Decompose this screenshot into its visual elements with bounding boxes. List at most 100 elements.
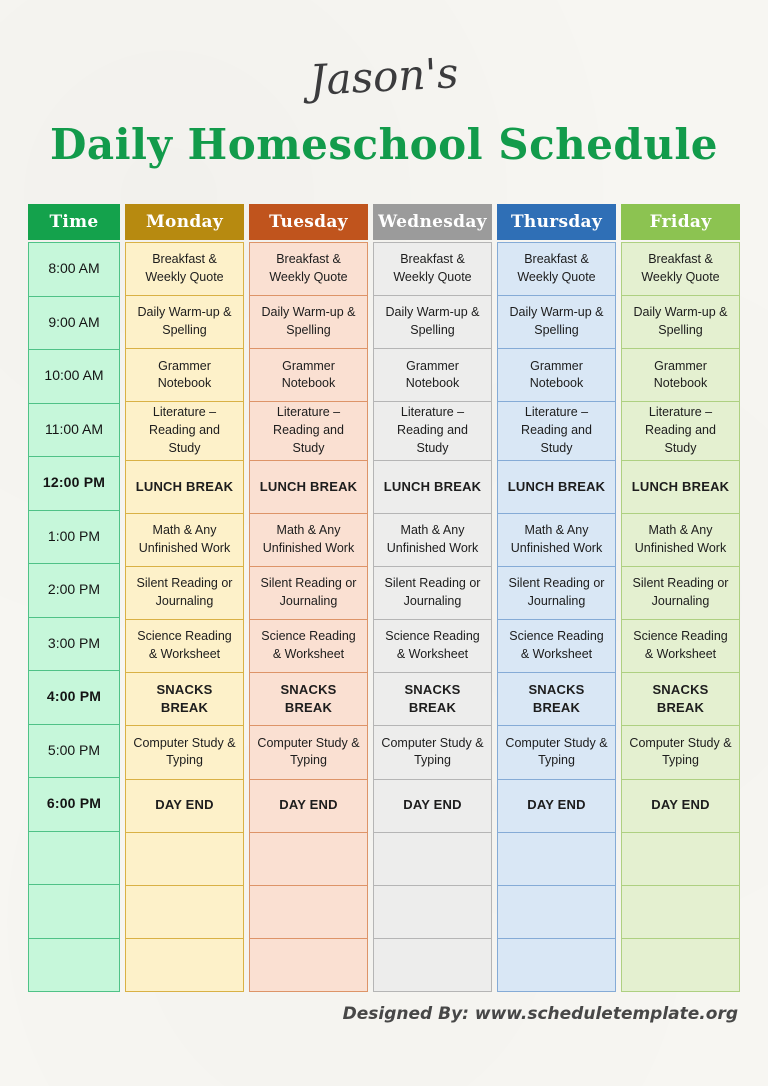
activity-cell-thursday: Science Reading & Worksheet bbox=[498, 620, 615, 674]
activity-cell-thursday bbox=[498, 885, 615, 939]
time-cell: 4:00 PM bbox=[29, 671, 119, 725]
activity-cell-friday: DAY END bbox=[622, 779, 739, 833]
activity-cell-wednesday: Silent Reading or Journaling bbox=[374, 566, 491, 621]
column-body-monday: Breakfast & Weekly Quote Daily Warm-up & … bbox=[125, 242, 244, 992]
column-monday: Monday Breakfast & Weekly Quote Daily Warm… bbox=[125, 204, 244, 992]
activity-cell-wednesday: DAY END bbox=[374, 779, 491, 833]
activity-cell-monday: Literature – Reading and Study bbox=[126, 402, 243, 461]
activity-cell-thursday: Silent Reading or Journaling bbox=[498, 566, 615, 621]
activity-cell-thursday bbox=[498, 938, 615, 992]
activity-cell-wednesday: Math & Any Unfinished Work bbox=[374, 513, 491, 567]
page-title: Daily Homeschool Schedule bbox=[49, 120, 719, 169]
activity-cell-tuesday: Science Reading & Worksheet bbox=[250, 620, 367, 674]
column-body-friday: Breakfast & Weekly Quote Daily Warm-up & … bbox=[621, 242, 740, 992]
column-header-thursday: Thursday bbox=[497, 204, 616, 240]
activity-cell-friday: LUNCH BREAK bbox=[622, 460, 739, 514]
time-cell: 5:00 PM bbox=[29, 724, 119, 778]
column-tuesday: Tuesday Breakfast & Weekly Quote Daily War… bbox=[249, 204, 368, 992]
column-wednesday: Wednesday Breakfast & Weekly Quote Daily W… bbox=[373, 204, 492, 992]
activity-cell-wednesday: Grammer Notebook bbox=[374, 349, 491, 403]
activity-cell-wednesday: Breakfast & Weekly Quote bbox=[374, 243, 491, 297]
activity-cell-monday: LUNCH BREAK bbox=[126, 460, 243, 514]
activity-cell-tuesday: SNACKS BREAK bbox=[250, 673, 367, 727]
activity-cell-friday bbox=[622, 885, 739, 939]
activity-cell-wednesday bbox=[374, 938, 491, 992]
time-cell bbox=[29, 885, 119, 939]
activity-cell-thursday: Computer Study & Typing bbox=[498, 726, 615, 780]
activity-cell-friday: Science Reading & Worksheet bbox=[622, 620, 739, 674]
activity-cell-monday bbox=[126, 938, 243, 992]
owner-name: Jason's bbox=[308, 48, 460, 105]
time-cell: 12:00 PM bbox=[29, 457, 119, 511]
activity-cell-friday: Breakfast & Weekly Quote bbox=[622, 243, 739, 297]
activity-cell-thursday: Literature – Reading and Study bbox=[498, 402, 615, 461]
time-cell: 1:00 PM bbox=[29, 510, 119, 564]
activity-cell-monday: Breakfast & Weekly Quote bbox=[126, 243, 243, 297]
time-cell: 8:00 AM bbox=[29, 243, 119, 297]
activity-cell-monday bbox=[126, 832, 243, 886]
column-thursday: Thursday Breakfast & Weekly Quote Daily Wa… bbox=[497, 204, 616, 992]
activity-cell-friday bbox=[622, 938, 739, 992]
activity-cell-tuesday: Silent Reading or Journaling bbox=[250, 566, 367, 621]
activity-cell-monday: Silent Reading or Journaling bbox=[126, 566, 243, 621]
activity-cell-wednesday: Computer Study & Typing bbox=[374, 726, 491, 780]
activity-cell-wednesday: Daily Warm-up & Spelling bbox=[374, 296, 491, 350]
activity-cell-thursday: Daily Warm-up & Spelling bbox=[498, 296, 615, 350]
activity-cell-thursday: Math & Any Unfinished Work bbox=[498, 513, 615, 567]
activity-cell-thursday bbox=[498, 832, 615, 886]
time-cell: 2:00 PM bbox=[29, 564, 119, 618]
time-cell: 11:00 AM bbox=[29, 403, 119, 457]
activity-cell-monday: DAY END bbox=[126, 779, 243, 833]
activity-cell-thursday: LUNCH BREAK bbox=[498, 460, 615, 514]
activity-cell-tuesday: DAY END bbox=[250, 779, 367, 833]
column-header-wednesday: Wednesday bbox=[373, 204, 492, 240]
activity-cell-tuesday bbox=[250, 938, 367, 992]
activity-cell-thursday: Grammer Notebook bbox=[498, 349, 615, 403]
activity-cell-tuesday: Computer Study & Typing bbox=[250, 726, 367, 780]
activity-cell-monday bbox=[126, 885, 243, 939]
activity-cell-monday: Math & Any Unfinished Work bbox=[126, 513, 243, 567]
activity-cell-thursday: DAY END bbox=[498, 779, 615, 833]
activity-cell-tuesday bbox=[250, 885, 367, 939]
footer-credit: Designed By: www.scheduletemplate.org bbox=[342, 1004, 738, 1024]
activity-cell-wednesday: LUNCH BREAK bbox=[374, 460, 491, 514]
activity-cell-friday: Literature – Reading and Study bbox=[622, 402, 739, 461]
activity-cell-friday: Silent Reading or Journaling bbox=[622, 566, 739, 621]
column-body-tuesday: Breakfast & Weekly Quote Daily Warm-up & … bbox=[249, 242, 368, 992]
activity-cell-wednesday: Science Reading & Worksheet bbox=[374, 620, 491, 674]
column-header-friday: Friday bbox=[621, 204, 740, 240]
activity-cell-wednesday: Literature – Reading and Study bbox=[374, 402, 491, 461]
column-body-wednesday: Breakfast & Weekly Quote Daily Warm-up & … bbox=[373, 242, 492, 992]
activity-cell-friday: SNACKS BREAK bbox=[622, 673, 739, 727]
activity-cell-monday: SNACKS BREAK bbox=[126, 673, 243, 727]
activity-cell-tuesday: Breakfast & Weekly Quote bbox=[250, 243, 367, 297]
activity-cell-monday: Science Reading & Worksheet bbox=[126, 620, 243, 674]
column-body-thursday: Breakfast & Weekly Quote Daily Warm-up & … bbox=[497, 242, 616, 992]
activity-cell-monday: Daily Warm-up & Spelling bbox=[126, 296, 243, 350]
activity-cell-wednesday bbox=[374, 885, 491, 939]
column-friday: Friday Breakfast & Weekly Quote Daily Warm… bbox=[621, 204, 740, 992]
column-body-time: 8:00 AM 9:00 AM 10:00 AM 11:00 AM 12:00 PM 1:… bbox=[28, 242, 120, 992]
activity-cell-friday: Grammer Notebook bbox=[622, 349, 739, 403]
activity-cell-tuesday: LUNCH BREAK bbox=[250, 460, 367, 514]
activity-cell-tuesday: Math & Any Unfinished Work bbox=[250, 513, 367, 567]
activity-cell-friday: Daily Warm-up & Spelling bbox=[622, 296, 739, 350]
activity-cell-thursday: Breakfast & Weekly Quote bbox=[498, 243, 615, 297]
activity-cell-tuesday: Grammer Notebook bbox=[250, 349, 367, 403]
activity-cell-tuesday: Literature – Reading and Study bbox=[250, 402, 367, 461]
activity-cell-friday: Computer Study & Typing bbox=[622, 726, 739, 780]
time-cell: 9:00 AM bbox=[29, 296, 119, 350]
column-header-monday: Monday bbox=[125, 204, 244, 240]
time-cell bbox=[29, 938, 119, 991]
activity-cell-monday: Computer Study & Typing bbox=[126, 726, 243, 780]
activity-cell-friday bbox=[622, 832, 739, 886]
activity-cell-friday: Math & Any Unfinished Work bbox=[622, 513, 739, 567]
column-time: Time 8:00 AM 9:00 AM 10:00 AM 11:00 AM 12:00 … bbox=[28, 204, 120, 992]
activity-cell-wednesday bbox=[374, 832, 491, 886]
activity-cell-monday: Grammer Notebook bbox=[126, 349, 243, 403]
activity-cell-thursday: SNACKS BREAK bbox=[498, 673, 615, 727]
time-cell: 3:00 PM bbox=[29, 617, 119, 671]
activity-cell-wednesday: SNACKS BREAK bbox=[374, 673, 491, 727]
activity-cell-tuesday bbox=[250, 832, 367, 886]
activity-cell-tuesday: Daily Warm-up & Spelling bbox=[250, 296, 367, 350]
